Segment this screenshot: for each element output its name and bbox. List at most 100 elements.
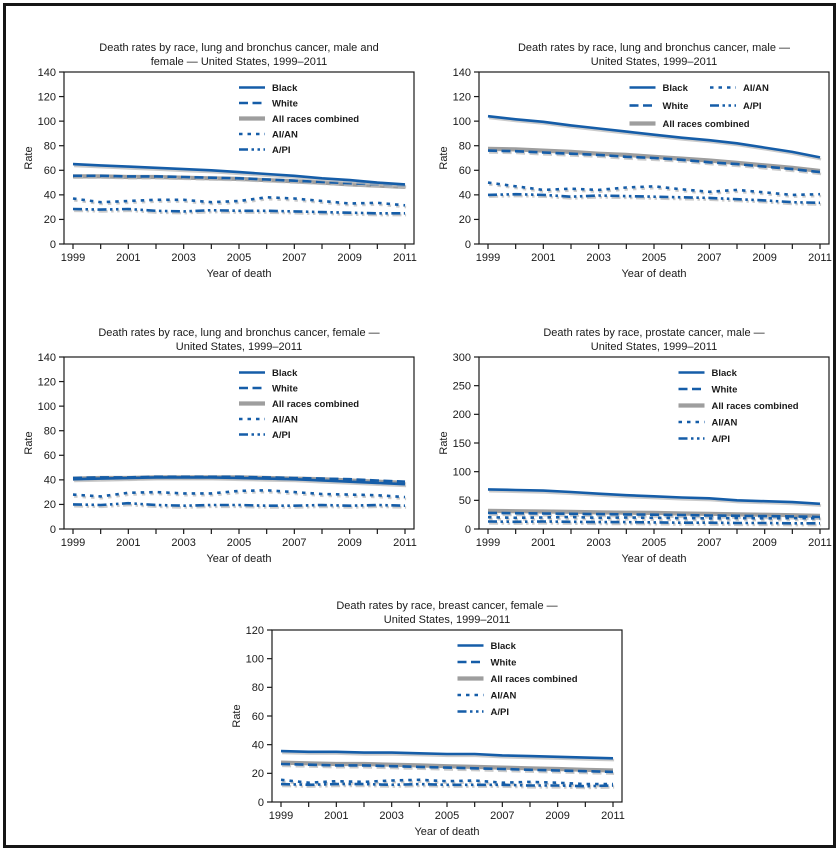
y-tick-label: 100	[453, 466, 471, 478]
x-tick-label: 2007	[282, 252, 306, 264]
y-tick-label: 40	[44, 475, 56, 487]
chart-title-line: United States, 1999–2011	[176, 341, 302, 353]
x-tick-label: 2009	[337, 537, 361, 549]
chart-lung-bronchus-male-svg: Death rates by race, lung and bronchus c…	[438, 42, 832, 280]
x-tick-label: 1999	[476, 252, 500, 264]
y-tick-label: 100	[246, 653, 264, 665]
chart-title-line: Death rates by race, lung and bronchus c…	[98, 327, 379, 339]
series-shadow-a-pi	[74, 503, 407, 509]
x-tick-label: 2011	[808, 252, 832, 264]
legend-label: All races combined	[272, 114, 359, 125]
y-tick-label: 20	[44, 499, 56, 511]
chart-lung-bronchus-male-female-svg: Death rates by race, lung and bronchus c…	[23, 42, 417, 280]
x-tick-label: 2005	[642, 537, 666, 549]
legend-label: AI/AN	[743, 83, 769, 94]
series-shadow-black	[282, 751, 615, 762]
x-tick-label: 2011	[393, 252, 417, 264]
x-tick-label: 2001	[116, 252, 140, 264]
y-tick-label: 120	[38, 91, 56, 103]
chart-breast-female: Death rates by race, breast cancer, fema…	[226, 596, 630, 848]
y-tick-label: 80	[459, 141, 471, 153]
chart-title-line: United States, 1999–2011	[384, 614, 510, 626]
legend-label: White	[491, 658, 517, 669]
legend-label: A/PI	[272, 145, 290, 156]
x-tick-label: 1999	[269, 810, 293, 822]
x-axis-title: Year of death	[206, 553, 271, 565]
series-line-a-pi	[487, 520, 820, 525]
x-tick-label: 2009	[337, 252, 361, 264]
series-shadow-black	[489, 489, 822, 507]
x-tick-label: 2007	[697, 537, 721, 549]
x-tick-label: 2011	[601, 810, 625, 822]
x-tick-label: 2007	[697, 252, 721, 264]
series-line-black	[487, 114, 821, 159]
legend-label: All races combined	[272, 399, 359, 410]
legend-label: AI/AN	[712, 418, 738, 429]
series-shadow-a-pi	[489, 521, 822, 527]
series-line-all-races-combined	[487, 508, 821, 518]
legend-label: AI/AN	[491, 691, 517, 702]
x-tick-label: 1999	[61, 252, 85, 264]
y-tick-label: 120	[38, 376, 56, 388]
chart-lung-bronchus-male-female: Death rates by race, lung and bronchus c…	[18, 38, 422, 290]
chart-lung-bronchus-female-svg: Death rates by race, lung and bronchus c…	[23, 327, 417, 565]
chart-lung-bronchus-female: Death rates by race, lung and bronchus c…	[18, 323, 422, 575]
x-tick-label: 2001	[324, 810, 348, 822]
legend-label: A/PI	[743, 101, 761, 112]
x-tick-label: 2005	[642, 252, 666, 264]
y-tick-label: 100	[38, 401, 56, 413]
y-tick-label: 0	[50, 239, 56, 251]
y-tick-label: 140	[38, 352, 56, 364]
y-tick-label: 0	[465, 239, 471, 251]
legend-label: White	[272, 384, 298, 395]
chart-title-line: Death rates by race, breast cancer, fema…	[336, 600, 557, 612]
x-tick-label: 2009	[545, 810, 569, 822]
series-shadow-white	[282, 764, 615, 775]
x-axis-title: Year of death	[621, 553, 686, 565]
series-line-all-races-combined	[280, 760, 614, 773]
y-tick-label: 100	[453, 116, 471, 128]
y-tick-label: 20	[252, 768, 264, 780]
series-line-ai-an	[487, 181, 821, 197]
y-tick-label: 100	[38, 116, 56, 128]
legend-label: AI/AN	[272, 130, 298, 141]
y-tick-label: 60	[459, 165, 471, 177]
legend-label: Black	[712, 368, 738, 379]
y-tick-label: 250	[453, 380, 471, 392]
series-shadow-white	[489, 513, 822, 521]
y-tick-label: 140	[38, 67, 56, 79]
x-tick-label: 2009	[752, 537, 776, 549]
plot-frame	[63, 71, 415, 245]
y-tick-label: 0	[50, 524, 56, 536]
chart-lung-bronchus-male: Death rates by race, lung and bronchus c…	[433, 38, 837, 290]
x-axis-title: Year of death	[206, 268, 271, 280]
x-axis-title: Year of death	[621, 268, 686, 280]
legend-label: A/PI	[712, 434, 730, 445]
y-tick-label: 40	[44, 190, 56, 202]
series-shadow-white	[489, 151, 822, 176]
legend-label: All races combined	[663, 119, 750, 130]
x-tick-label: 1999	[476, 537, 500, 549]
x-tick-label: 2003	[379, 810, 403, 822]
y-axis-title: Rate	[23, 146, 35, 169]
series-line-ai-an	[72, 195, 406, 207]
y-axis-title: Rate	[231, 704, 243, 727]
series-shadow-black	[74, 164, 407, 188]
y-tick-label: 80	[44, 426, 56, 438]
x-tick-label: 2005	[435, 810, 459, 822]
chart-title-line: United States, 1999–2011	[591, 341, 717, 353]
chart-title-line: Death rates by race, lung and bronchus c…	[99, 42, 378, 54]
x-tick-label: 1999	[61, 537, 85, 549]
plot-frame	[271, 629, 623, 803]
x-tick-label: 2003	[586, 252, 610, 264]
series-line-white	[487, 149, 821, 174]
y-tick-label: 140	[453, 67, 471, 79]
series-line-black	[487, 488, 821, 506]
x-tick-label: 2011	[393, 537, 417, 549]
legend-label: Black	[272, 368, 298, 379]
series-line-a-pi	[72, 207, 405, 215]
series-shadow-a-pi	[282, 784, 615, 790]
y-tick-label: 120	[453, 91, 471, 103]
y-tick-label: 300	[453, 352, 471, 364]
series-line-white	[487, 511, 821, 519]
